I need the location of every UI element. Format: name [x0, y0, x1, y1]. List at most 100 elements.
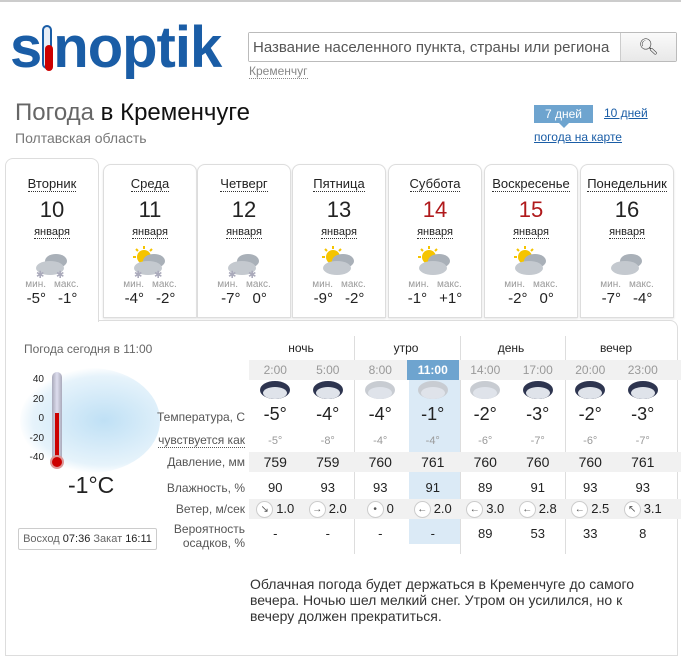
cloud-snow-icon: [459, 378, 512, 405]
min-label: мин.: [123, 279, 145, 290]
sun-times: Восход 07:36 Закат 16:11: [18, 528, 157, 550]
min-label: мин.: [25, 279, 47, 290]
period-label: утро: [393, 341, 419, 355]
tab-7-days[interactable]: 7 дней: [534, 105, 593, 128]
wind-direction-icon: ←: [518, 501, 536, 519]
humidity-cell: 93: [373, 480, 388, 495]
precip-cell: 8: [639, 526, 647, 541]
times-cell[interactable]: 5:00: [316, 363, 340, 377]
max-temp: -2°: [345, 290, 365, 307]
max-label: макс.: [246, 279, 271, 290]
wind-direction-icon: ↘: [256, 501, 274, 519]
row-label-humidity: Влажность, %: [166, 481, 245, 495]
day-tab-5[interactable]: Воскресенье 15 января мин. макс. -2° 0°: [484, 164, 578, 318]
times-cell[interactable]: 2:00: [263, 363, 287, 377]
day-tab-4[interactable]: Суббота 14 января мин. макс. -1° +1°: [388, 164, 482, 318]
svg-text:✱: ✱: [56, 270, 64, 279]
period-label: ночь: [288, 341, 314, 355]
times-cell[interactable]: 17:00: [522, 363, 553, 377]
sunset-label: Закат: [93, 533, 123, 545]
times-cell[interactable]: 14:00: [470, 363, 501, 377]
pressure-cell: 759: [263, 454, 287, 470]
times-cell[interactable]: 8:00: [368, 363, 392, 377]
wind-speed: 3.1: [643, 501, 662, 516]
precip-cell: -: [378, 526, 383, 541]
wind-speed: 2.0: [328, 501, 347, 516]
recent-search-link[interactable]: Кременчуг: [249, 64, 308, 79]
min-label: мин.: [408, 279, 430, 290]
thermometer-logo-icon: [42, 25, 54, 71]
feels-cell: -7°: [635, 435, 650, 447]
partly-cloudy-snow-icon: ✱ ✱: [104, 245, 196, 279]
search-button[interactable]: 🔍︎: [620, 33, 676, 61]
night-cloud-icon: [617, 378, 670, 405]
day-tab-2[interactable]: Четверг 12 января ✱ ✱ мин. макс. -7° 0°: [197, 164, 291, 318]
thermometer-bulb: [50, 455, 64, 469]
humidity-cell: 91: [530, 480, 545, 495]
min-label: мин.: [217, 279, 239, 290]
title-prefix: Погода: [15, 99, 94, 126]
svg-text:✱: ✱: [36, 270, 44, 279]
day-tab-1[interactable]: Среда 11 января ✱ ✱ мин. макс. -4° -2°: [103, 164, 197, 318]
search-icon: 🔍︎: [638, 39, 659, 56]
period-label: вечер: [599, 341, 633, 355]
wind-direction-icon: ←: [571, 501, 589, 519]
times-cell[interactable]: 23:00: [627, 363, 658, 377]
row-humidity: 90 93 93 91 89 91 93 93: [249, 478, 681, 498]
feels-cell: -6°: [583, 435, 598, 447]
wind-cell: ↘ 1.0: [249, 499, 302, 519]
cloudy-light-snow-icon: ✱ ✱: [198, 245, 290, 279]
humidity-cell: 93: [583, 480, 598, 495]
now-label: Погода сегодня в 11:00: [24, 342, 153, 356]
day-tab-0[interactable]: Вторник 10 января ✱ ✱ мин. макс. -5° -1°: [5, 158, 99, 322]
wind-direction-icon: ←: [466, 501, 484, 519]
max-label: макс.: [437, 279, 462, 290]
wind-speed: 2.0: [433, 501, 452, 516]
min-temp: -2°: [508, 290, 528, 307]
day-name: Среда: [130, 176, 170, 192]
max-label: макс.: [341, 279, 366, 290]
night-cloud-snow-icon: [302, 378, 355, 405]
day-month: января: [34, 226, 70, 239]
row-label-temp: Температура, С: [156, 410, 245, 424]
feels-cell: -6°: [478, 435, 493, 447]
search-input[interactable]: [249, 33, 620, 61]
day-tab-6[interactable]: Понедельник 16 января мин. макс. -7° -4°: [580, 164, 674, 318]
thermometer-icon: [52, 372, 62, 462]
current-temperature: -1°C: [68, 472, 115, 498]
detail-panel: [5, 320, 678, 656]
cloud-snow-icon: [354, 378, 407, 405]
precip-cell: 53: [530, 526, 545, 541]
max-temp: +1°: [439, 290, 463, 307]
svg-text:✱: ✱: [154, 270, 162, 279]
wind-direction-icon: •: [366, 501, 384, 519]
day-date: 14: [422, 197, 448, 222]
svg-text:✱: ✱: [134, 270, 142, 279]
pressure-cell: 760: [578, 454, 602, 470]
day-name: Вторник: [27, 176, 77, 192]
cloudy-icon: [581, 245, 673, 279]
period-divider: [460, 336, 461, 554]
precip-cell: -: [273, 526, 278, 541]
max-label: макс.: [54, 279, 79, 290]
region: Полтавская область: [15, 130, 147, 146]
wind-cell: ← 2.0: [407, 499, 460, 519]
search-bar: 🔍︎: [248, 32, 677, 62]
row-label-pressure: Давление, мм: [167, 455, 245, 469]
page-title: Погода в Кременчуге: [15, 99, 250, 127]
row-temp: -5° -4° -4° -1° -2° -3° -2° -3°: [249, 404, 681, 424]
row-label-feels[interactable]: чувствуется как: [158, 433, 245, 448]
pressure-cell: 760: [368, 454, 392, 470]
tab-10-days[interactable]: 10 дней: [604, 106, 648, 120]
logo[interactable]: s noptik: [10, 15, 222, 80]
times-cell[interactable]: 20:00: [575, 363, 606, 377]
min-temp: -7°: [221, 290, 241, 307]
row-icons: [249, 378, 681, 404]
map-link[interactable]: погода на карте: [534, 130, 622, 144]
min-temp: -7°: [601, 290, 621, 307]
feels-cell: -4°: [425, 435, 440, 447]
times-cell[interactable]: 11:00: [406, 360, 459, 380]
cloudy-snow-icon: ✱ ✱: [6, 245, 98, 279]
day-tab-3[interactable]: Пятница 13 января мин. макс. -9° -2°: [292, 164, 386, 318]
title-city: в Кременчуге: [100, 99, 250, 126]
